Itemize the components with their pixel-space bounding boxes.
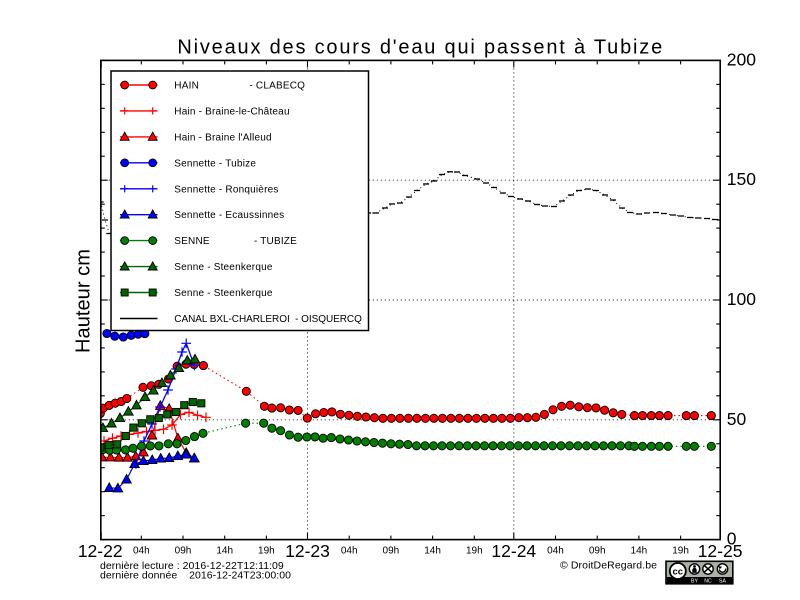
svg-text:14h: 14h [631, 546, 648, 557]
svg-text:09h: 09h [383, 546, 400, 557]
svg-text:NC: NC [704, 579, 712, 585]
svg-text:SENNE: SENNE [174, 236, 210, 247]
svg-text:dernière lecture : 2016-12-22T: dernière lecture : 2016-12-22T12:11:09 [100, 560, 284, 572]
svg-text:09h: 09h [175, 546, 192, 557]
svg-text:150: 150 [727, 169, 756, 189]
svg-text:SA: SA [719, 579, 726, 585]
svg-text:Hain - Braine l'Alleud: Hain - Braine l'Alleud [174, 132, 271, 143]
svg-text:CANAL BXL-CHARLEROI - OISQUER: CANAL BXL-CHARLEROI - OISQUERCQ [174, 314, 362, 325]
svg-text:0: 0 [727, 529, 737, 549]
svg-text:12-23: 12-23 [285, 541, 330, 561]
svg-text:04h: 04h [133, 546, 150, 557]
svg-text:19h: 19h [672, 546, 689, 557]
svg-text:- CLABECQ: - CLABECQ [249, 81, 305, 92]
svg-text:Sennette - Ronquières: Sennette - Ronquières [174, 184, 278, 195]
svg-text:19h: 19h [258, 546, 275, 557]
svg-text:Hauteur cm: Hauteur cm [73, 249, 95, 353]
svg-text:12-22: 12-22 [78, 541, 123, 561]
svg-text:- TUBIZE: - TUBIZE [254, 236, 297, 247]
svg-text:14h: 14h [216, 546, 233, 557]
svg-text:cc: cc [673, 566, 684, 577]
svg-text:© DroitDeRegard.be: © DroitDeRegard.be [560, 560, 657, 572]
svg-text:Senne - Steenkerque: Senne - Steenkerque [174, 262, 273, 273]
svg-text:200: 200 [727, 49, 756, 69]
svg-text:Sennette - Tubize: Sennette - Tubize [174, 158, 256, 169]
svg-text:Senne - Steenkerque: Senne - Steenkerque [174, 288, 273, 299]
svg-text:Hain - Braine-le-Château: Hain - Braine-le-Château [174, 106, 289, 117]
svg-text:HAIN: HAIN [174, 81, 199, 92]
svg-text:12-24: 12-24 [491, 541, 536, 561]
svg-text:50: 50 [727, 409, 747, 429]
svg-text:dernière donnée 2016-12-24T: dernière donnée 2016-12-24T23:00:00 [100, 569, 291, 581]
svg-text:BY: BY [691, 579, 698, 585]
svg-text:09h: 09h [589, 546, 606, 557]
svg-text:12-25: 12-25 [698, 541, 743, 561]
svg-text:19h: 19h [466, 546, 483, 557]
svg-text:100: 100 [727, 289, 756, 309]
svg-text:Niveaux des cours d'eau qui pa: Niveaux des cours d'eau qui passent à Tu… [177, 36, 664, 58]
svg-text:14h: 14h [424, 546, 441, 557]
svg-text:04h: 04h [341, 546, 358, 557]
svg-text:04h: 04h [547, 546, 564, 557]
svg-text:Sennette - Ecaussinnes: Sennette - Ecaussinnes [174, 210, 284, 221]
